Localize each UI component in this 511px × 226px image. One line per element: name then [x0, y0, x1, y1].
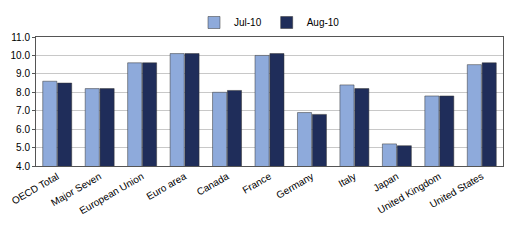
svg-text:8.0: 8.0: [16, 87, 30, 98]
svg-text:Jul-10: Jul-10: [234, 17, 262, 28]
svg-text:Italy: Italy: [337, 171, 358, 190]
svg-text:Euro area: Euro area: [145, 170, 189, 202]
svg-text:Canada: Canada: [195, 170, 231, 197]
svg-text:European Union: European Union: [78, 171, 146, 217]
svg-text:4.0: 4.0: [16, 161, 30, 172]
svg-text:5.0: 5.0: [16, 142, 30, 153]
svg-text:Germany: Germany: [274, 171, 315, 201]
svg-text:United Kingdom: United Kingdom: [376, 171, 443, 216]
svg-text:11.0: 11.0: [11, 32, 30, 43]
svg-text:9.0: 9.0: [16, 68, 30, 79]
svg-text:Aug-10: Aug-10: [307, 17, 340, 28]
svg-text:7.0: 7.0: [16, 105, 30, 116]
svg-text:OECD Total: OECD Total: [10, 171, 61, 207]
svg-text:10.0: 10.0: [11, 50, 31, 61]
svg-text:France: France: [241, 170, 274, 195]
svg-text:6.0: 6.0: [16, 124, 30, 135]
svg-text:Japan: Japan: [371, 171, 400, 194]
svg-text:United States: United States: [428, 171, 486, 211]
svg-text:Major Seven: Major Seven: [49, 171, 103, 209]
